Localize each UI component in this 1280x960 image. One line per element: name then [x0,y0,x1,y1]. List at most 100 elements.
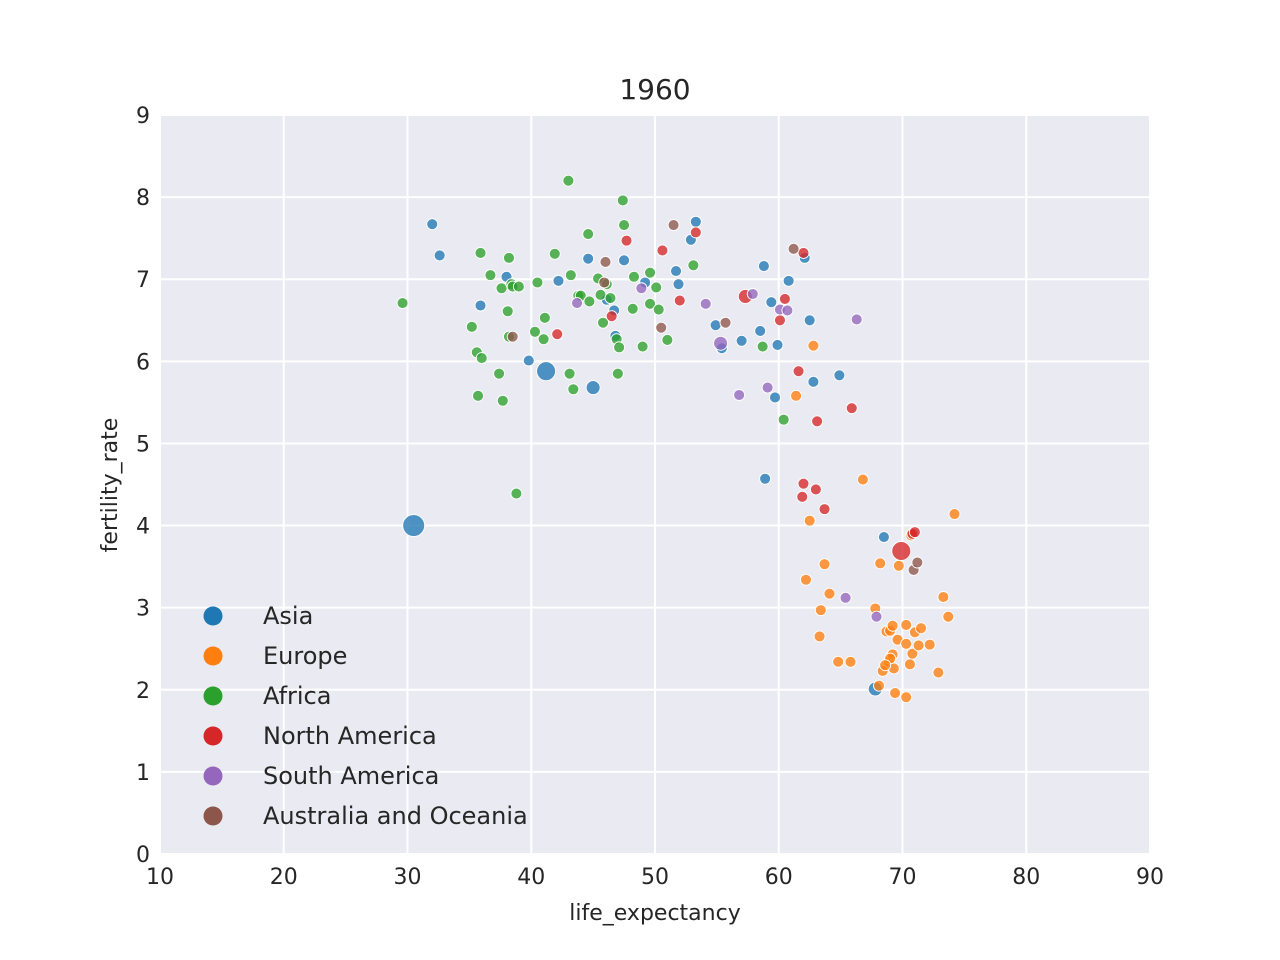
data-point-africa [484,269,497,282]
data-point-south-america [571,297,583,309]
data-point-asia [759,472,772,485]
data-point-australia-and-oceania [599,256,612,268]
data-point-africa [512,280,525,293]
data-point-europe [814,604,827,617]
data-point-asia [618,254,631,267]
grid-lines [159,114,1151,855]
data-point-north-america [891,541,912,561]
data-point-south-america [713,335,729,351]
data-point-asia [807,375,820,388]
legend-marker [203,726,223,746]
data-point-asia [757,260,770,273]
data-point-africa [495,282,508,295]
y-tick-label: 9 [136,104,150,129]
data-point-africa [661,334,674,346]
data-point-africa [594,288,607,301]
chart-title: 1960 [619,73,690,106]
data-point-africa [604,292,617,305]
data-point-europe [942,610,955,623]
legend-label: Australia and Oceania [263,802,528,830]
data-point-africa [616,194,629,207]
data-point-north-america [774,314,786,327]
data-point-north-america [845,402,858,415]
data-points [396,174,961,704]
data-point-africa [563,367,576,380]
data-point-africa [636,340,649,353]
data-point-africa [583,295,596,308]
x-tick-label: 60 [765,865,793,890]
data-point-europe [874,557,887,570]
data-point-europe [832,655,845,668]
data-point-africa [501,305,514,318]
data-point-africa [474,246,487,259]
data-point-africa [510,487,523,500]
y-axis-label: fertility_rate [98,418,123,553]
data-point-africa [611,367,624,380]
data-point-north-america [605,310,618,323]
data-point-south-america [699,297,712,310]
data-point-asia [672,278,685,291]
data-point-africa [493,367,506,380]
x-axis-label: life_expectancy [569,901,740,926]
data-point-europe [879,659,892,672]
data-point-africa [564,269,577,282]
legend-label: Asia [263,602,313,630]
legend-marker [203,806,223,826]
data-point-asia [689,215,702,228]
data-point-north-america [908,526,921,539]
data-point-europe [807,339,820,352]
y-tick-label: 1 [136,761,150,786]
legend-label: Africa [263,682,331,710]
data-point-asia [670,265,682,277]
data-point-africa [472,389,484,402]
x-tick-label: 80 [1012,865,1040,890]
data-point-europe [932,666,945,679]
data-point-north-america [656,244,669,257]
y-tick-label: 5 [136,432,150,457]
data-point-asia [771,338,784,351]
data-point-asia [803,314,816,327]
data-point-asia [833,369,846,382]
data-point-africa [644,266,656,279]
data-point-africa [613,341,626,354]
legend-marker [203,646,223,666]
data-point-south-america [733,389,746,401]
x-tick-label: 90 [1136,865,1164,890]
data-point-australia-and-oceania [506,330,519,343]
data-point-africa [652,303,665,316]
x-tick-label: 50 [641,865,669,890]
x-tick-label: 10 [146,865,174,890]
data-point-asia [709,319,722,332]
x-axis-ticks: 10 20 30 40 50 60 70 80 90 [146,865,1164,890]
data-point-north-america [792,365,805,378]
data-point-australia-and-oceania [655,321,668,334]
data-point-asia [536,361,557,382]
data-point-europe [803,514,816,527]
data-point-asia [402,514,426,538]
data-point-asia [765,296,778,309]
data-point-asia [769,391,781,404]
data-point-south-america [870,610,883,623]
data-point-south-america [850,313,863,326]
data-point-north-america [551,328,564,341]
y-tick-label: 4 [136,515,150,540]
data-point-europe [873,679,885,692]
data-point-europe [906,647,919,660]
data-point-australia-and-oceania [911,556,924,569]
data-point-africa [756,340,769,353]
data-point-north-america [620,234,633,247]
data-point-north-america [673,294,686,307]
data-point-asia [754,325,767,337]
data-point-asia [735,334,748,347]
y-tick-label: 7 [136,268,150,293]
data-point-europe [937,591,950,603]
y-axis-ticks: 0 1 2 3 4 5 6 7 8 9 [136,104,150,868]
data-point-europe [818,558,831,571]
x-tick-label: 20 [270,865,298,890]
data-point-south-america [781,304,794,317]
data-point-africa [531,276,544,289]
y-tick-label: 2 [136,679,150,704]
data-point-asia [585,380,601,396]
data-point-asia [582,252,595,265]
